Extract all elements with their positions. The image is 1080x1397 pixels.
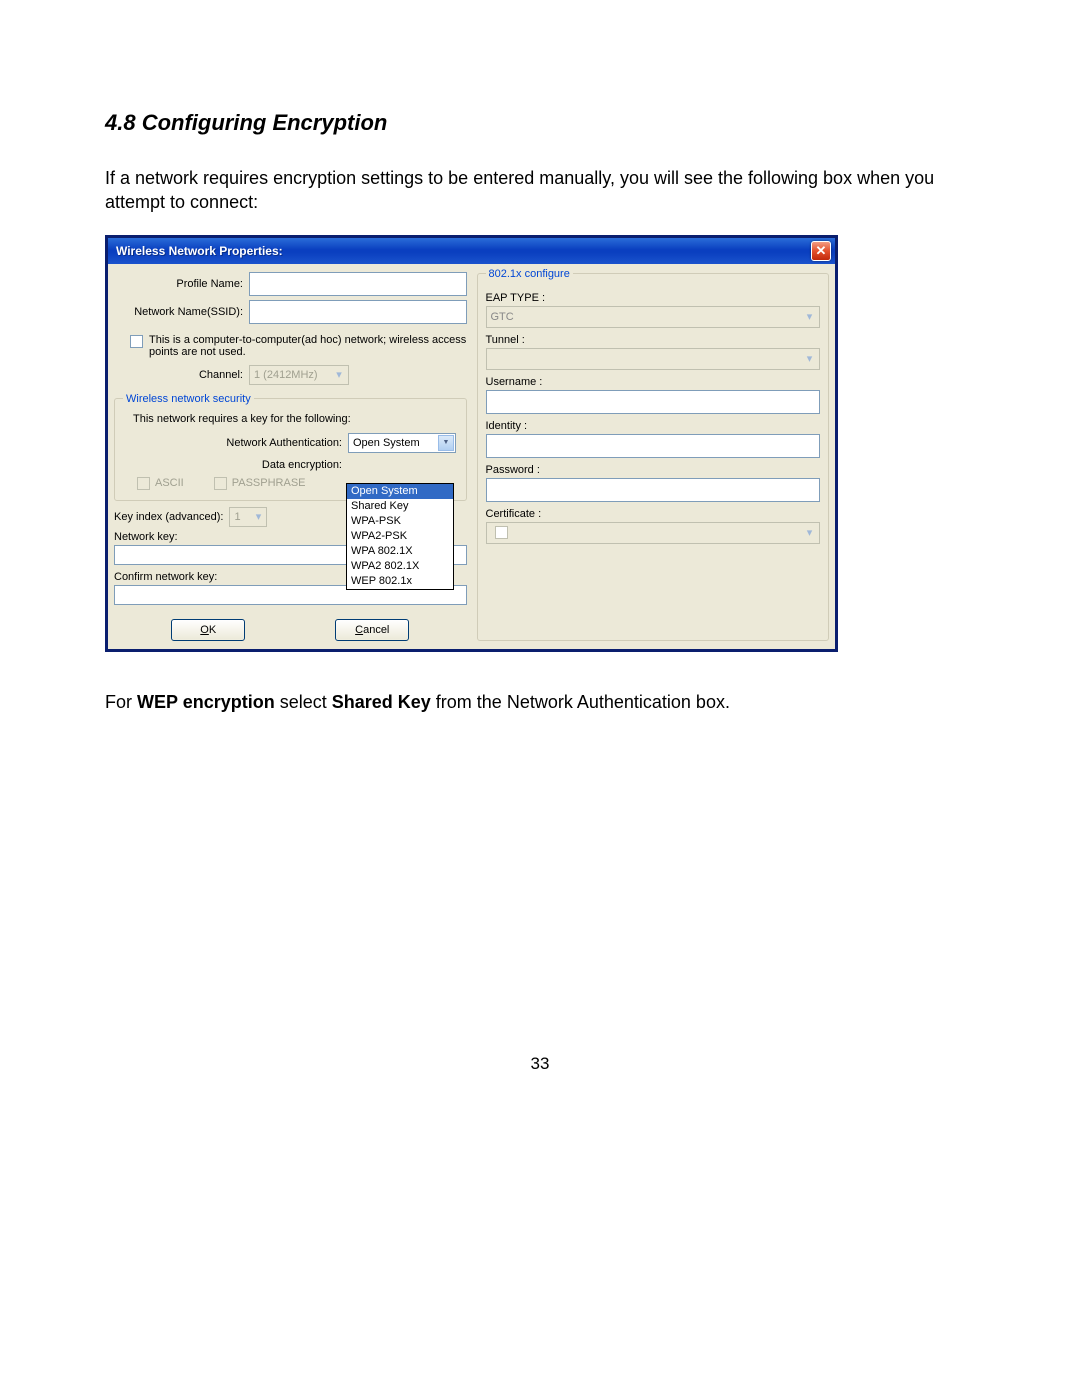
auth-combo[interactable]: Open System ▼: [348, 433, 456, 453]
ssid-label: Network Name(SSID):: [114, 306, 249, 318]
dialog-title: Wireless Network Properties:: [116, 244, 283, 258]
password-input[interactable]: [486, 478, 821, 502]
titlebar: Wireless Network Properties: ✕: [108, 238, 835, 264]
keyindex-label: Key index (advanced):: [114, 511, 229, 523]
keyindex-value: 1: [234, 511, 240, 523]
profile-name-input[interactable]: [249, 272, 467, 296]
chevron-down-icon: ▾: [332, 368, 346, 382]
username-label: Username :: [486, 376, 821, 388]
ascii-label: ASCII: [155, 477, 184, 489]
intro-text: If a network requires encryption setting…: [105, 166, 975, 215]
security-legend: Wireless network security: [123, 393, 254, 405]
auth-option[interactable]: WPA-PSK: [347, 514, 453, 529]
password-label: Password :: [486, 464, 821, 476]
cancel-button[interactable]: Cancel: [335, 619, 409, 641]
auth-option[interactable]: Open System: [347, 484, 453, 499]
auth-option[interactable]: WPA 802.1X: [347, 544, 453, 559]
auth-option[interactable]: WEP 802.1x: [347, 574, 453, 589]
ascii-checkbox: ASCII: [137, 477, 184, 490]
encrypt-label: Data encryption:: [123, 459, 348, 471]
auth-option[interactable]: Shared Key: [347, 499, 453, 514]
page-number: 33: [105, 1054, 975, 1074]
channel-combo: 1 (2412MHz) ▾: [249, 365, 349, 385]
footer-instruction: For WEP encryption select Shared Key fro…: [105, 690, 975, 714]
certificate-label: Certificate :: [486, 508, 821, 520]
auth-dropdown-list[interactable]: Open System Shared Key WPA-PSK WPA2-PSK …: [346, 483, 454, 590]
chevron-down-icon: ▾: [251, 509, 265, 525]
chevron-down-icon: ▾: [802, 525, 817, 541]
8021x-legend: 802.1x configure: [486, 268, 573, 280]
channel-value: 1 (2412MHz): [254, 369, 318, 381]
ok-button[interactable]: OK: [171, 619, 245, 641]
section-heading: 4.8 Configuring Encryption: [105, 110, 975, 136]
certificate-checkbox: [495, 526, 508, 539]
eap-value: GTC: [491, 311, 514, 323]
adhoc-checkbox[interactable]: [130, 335, 143, 348]
profile-name-label: Profile Name:: [114, 278, 249, 290]
channel-label: Channel:: [114, 369, 249, 381]
eap-label: EAP TYPE :: [486, 292, 821, 304]
keyindex-combo: 1 ▾: [229, 507, 267, 527]
tunnel-combo: ▾: [486, 348, 821, 370]
auth-label: Network Authentication:: [123, 437, 348, 449]
passphrase-checkbox: PASSPHRASE: [214, 477, 306, 490]
security-group: Wireless network security This network r…: [114, 393, 467, 501]
chevron-down-icon: ▾: [802, 351, 817, 367]
identity-input[interactable]: [486, 434, 821, 458]
certificate-combo: ▾: [486, 522, 821, 544]
wireless-properties-dialog: Wireless Network Properties: ✕ Profile N…: [105, 235, 838, 652]
chevron-down-icon[interactable]: ▼: [438, 435, 454, 451]
eap-combo: GTC ▾: [486, 306, 821, 328]
ssid-input[interactable]: [249, 300, 467, 324]
8021x-group: 802.1x configure EAP TYPE : GTC ▾ Tunnel…: [477, 268, 830, 641]
chevron-down-icon: ▾: [802, 309, 817, 325]
security-note: This network requires a key for the foll…: [133, 413, 458, 425]
auth-option[interactable]: WPA2 802.1X: [347, 559, 453, 574]
adhoc-label: This is a computer-to-computer(ad hoc) n…: [149, 334, 467, 359]
username-input[interactable]: [486, 390, 821, 414]
auth-option[interactable]: WPA2-PSK: [347, 529, 453, 544]
passphrase-label: PASSPHRASE: [232, 477, 306, 489]
tunnel-label: Tunnel :: [486, 334, 821, 346]
auth-value: Open System: [353, 437, 420, 449]
close-icon[interactable]: ✕: [811, 241, 831, 261]
identity-label: Identity :: [486, 420, 821, 432]
